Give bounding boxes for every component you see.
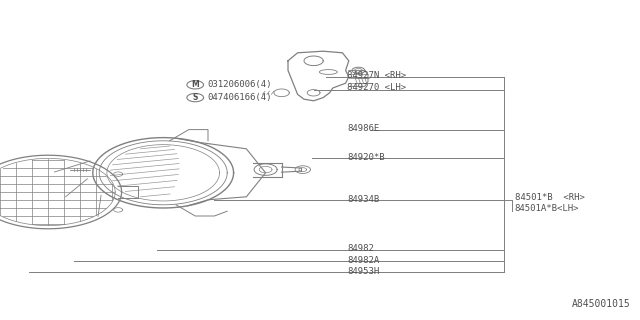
Text: 849270 <LH>: 849270 <LH> [347,84,406,92]
Text: 84501A*B<LH>: 84501A*B<LH> [515,204,579,213]
Text: 047406166(4): 047406166(4) [207,93,272,102]
Text: 84953H: 84953H [347,267,379,276]
Text: A845001015: A845001015 [572,299,630,309]
Text: M: M [191,80,199,89]
Text: 84982A: 84982A [347,256,379,265]
Text: 84927N <RH>: 84927N <RH> [347,71,406,80]
Text: 84501*B  <RH>: 84501*B <RH> [515,193,584,202]
Text: 84982: 84982 [347,244,374,253]
Text: 84934B: 84934B [347,195,379,204]
Text: 031206006(4): 031206006(4) [207,80,272,89]
Text: 84986E: 84986E [347,124,379,133]
Text: 84920*B: 84920*B [347,153,385,162]
Text: S: S [193,93,198,102]
